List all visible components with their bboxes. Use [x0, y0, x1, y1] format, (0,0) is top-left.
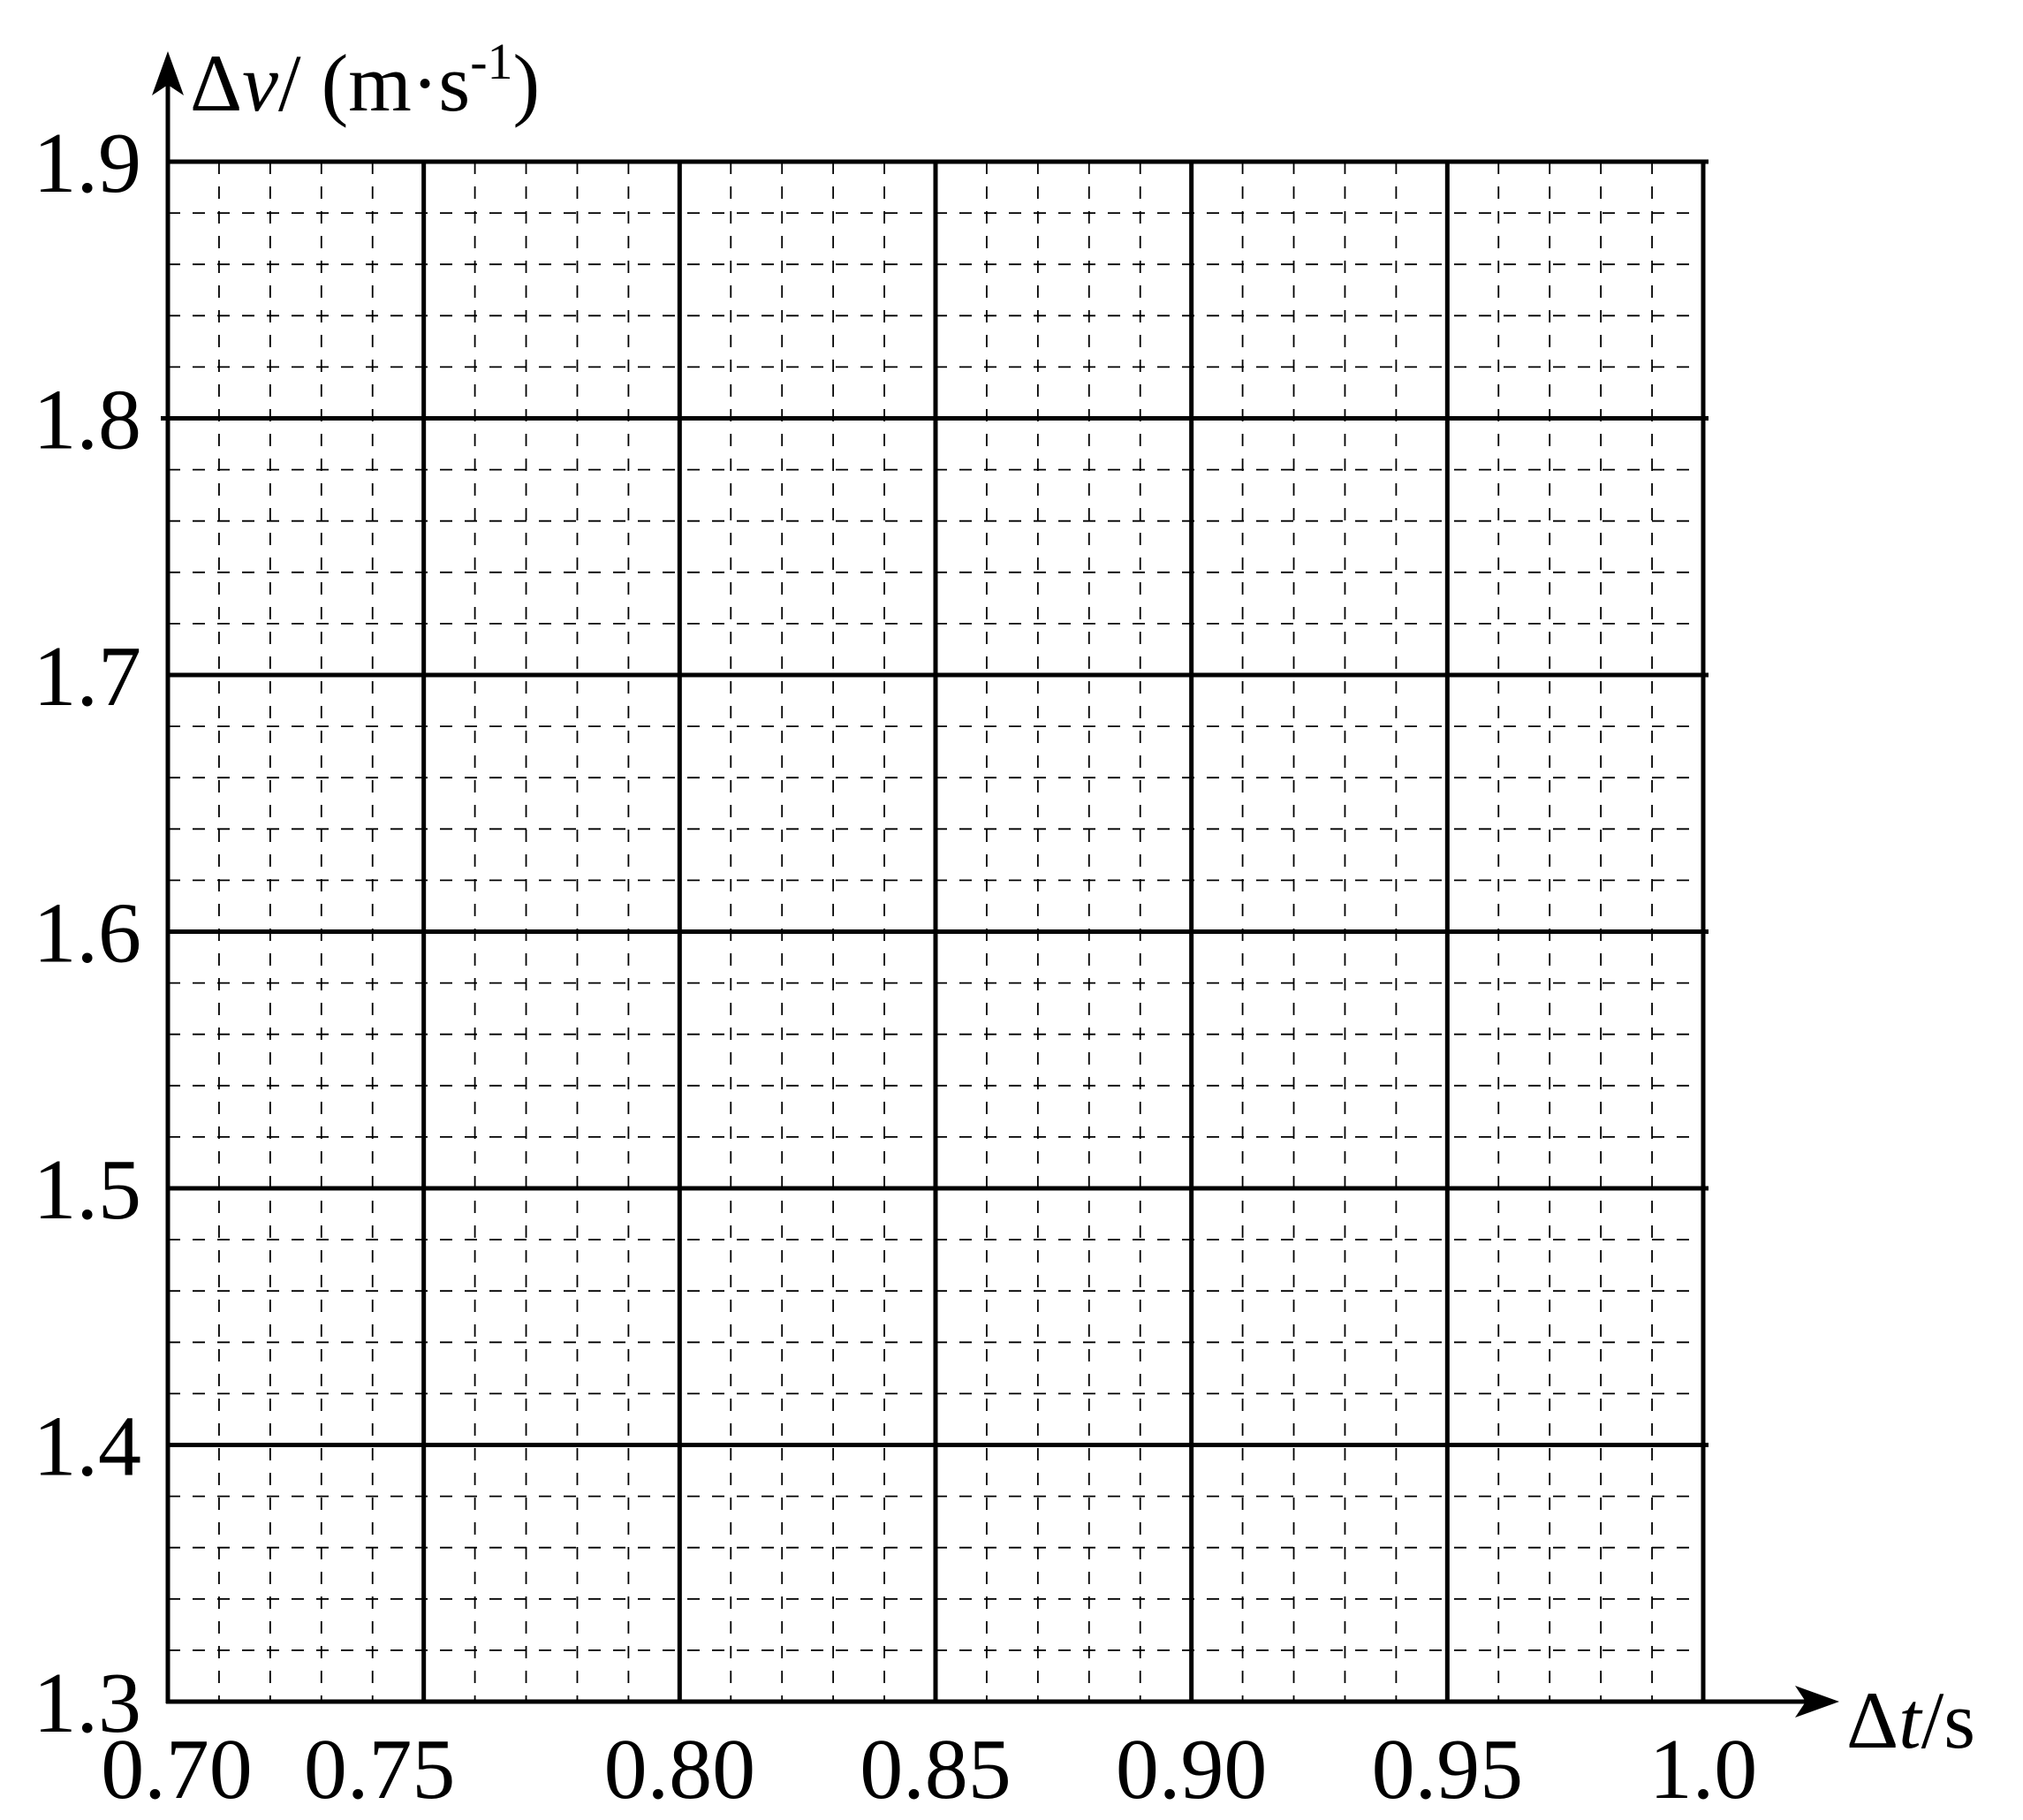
x-axis-arrow — [1795, 1686, 1839, 1718]
y-axis-label-var: v — [242, 38, 278, 128]
y-axis-label-sup: -1 — [470, 33, 512, 90]
y-tick-labels: 1.3 1.4 1.5 1.6 1.7 1.8 1.9 — [34, 116, 142, 1751]
y-axis-label-close: ) — [513, 38, 541, 128]
major-grid — [161, 159, 1709, 1702]
x-tick-label: 0.95 — [1372, 1722, 1524, 1817]
y-axis-label-prefix: Δ — [190, 38, 242, 128]
x-axis-label-var: t — [1898, 1675, 1923, 1765]
y-tick-label: 1.9 — [34, 116, 142, 211]
y-axis-arrow — [152, 51, 184, 95]
x-tick-label: 0.90 — [1116, 1722, 1268, 1817]
y-tick-label: 1.5 — [34, 1142, 142, 1238]
x-axis-label-prefix: Δ — [1846, 1675, 1898, 1765]
y-tick-label: 1.7 — [34, 629, 142, 724]
y-tick-label: 1.3 — [34, 1656, 142, 1751]
y-tick-label: 1.8 — [34, 373, 142, 468]
y-axis-label-unit: / (m·s — [278, 38, 470, 128]
y-axis-label: Δv/ (m·s-1) — [190, 33, 540, 128]
x-tick-label: 0.70 — [101, 1722, 253, 1817]
x-tick-label: 1.0 — [1649, 1722, 1758, 1817]
y-tick-label: 1.6 — [34, 886, 142, 982]
x-tick-label: 0.80 — [604, 1722, 756, 1817]
x-axis-label: Δt/s — [1846, 1675, 1975, 1765]
x-tick-label: 0.85 — [860, 1722, 1012, 1817]
y-tick-label: 1.4 — [34, 1399, 142, 1495]
x-axis-label-unit: /s — [1921, 1675, 1975, 1765]
x-tick-label: 0.75 — [304, 1722, 456, 1817]
x-tick-labels: 0.70 0.75 0.80 0.85 0.90 0.95 1.0 — [101, 1722, 1757, 1817]
axes — [152, 51, 1839, 1718]
